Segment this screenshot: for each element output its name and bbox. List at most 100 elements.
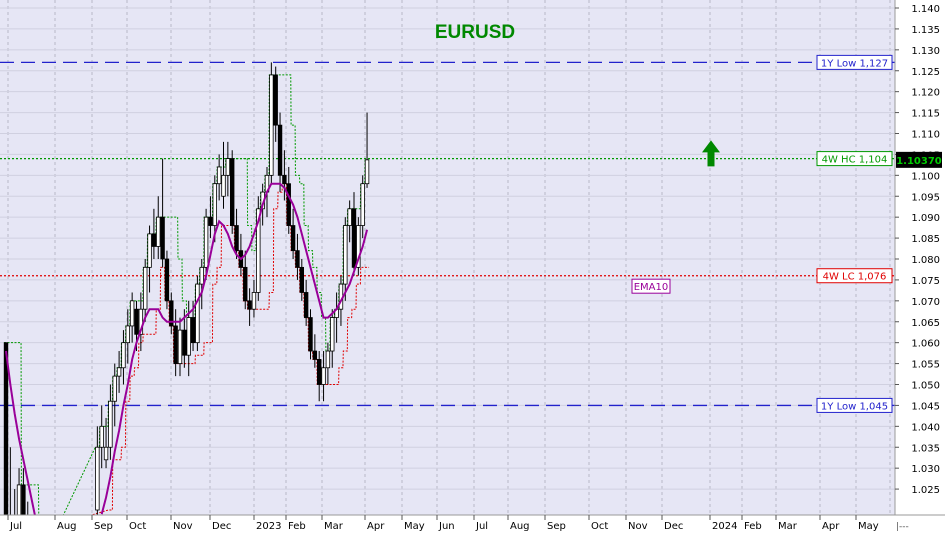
level-label: 1Y Low 1,127	[821, 58, 888, 69]
x-tick-label: Mar	[778, 521, 798, 532]
x-tick-label: 2024	[712, 521, 737, 532]
candle-body	[138, 308, 144, 335]
x-tick-label: Sep	[94, 521, 113, 532]
x-axis-panel	[0, 515, 945, 535]
footer-marker: |---	[896, 522, 909, 532]
candle-body	[234, 225, 239, 252]
candle-body	[95, 446, 100, 511]
x-axis: Jul Aug Sep Oct Nov Dec 2023 Feb Mar Apr May Jun Jul…	[7, 515, 909, 532]
candle-body	[160, 216, 165, 260]
x-tick-label: May	[858, 521, 879, 532]
x-tick-label: Apr	[367, 521, 385, 532]
candle-body	[312, 350, 318, 360]
candle-body	[321, 367, 326, 385]
y-tick-label: 1.045	[911, 401, 940, 412]
level-label-box	[816, 397, 893, 413]
x-tick-label: Apr	[822, 521, 840, 532]
ema-label: EMA10	[634, 282, 669, 293]
x-tick-label: Nov	[173, 521, 193, 532]
candle-body	[203, 216, 209, 268]
x-tick-label: Sep	[547, 521, 566, 532]
level-label-box	[816, 151, 893, 167]
candle-body	[190, 317, 196, 344]
candle-body	[195, 283, 200, 344]
upper-band-line	[4, 74, 370, 532]
y-tick-label: 1.100	[911, 171, 940, 182]
ema10-line	[100, 182, 369, 515]
candle-body	[147, 233, 152, 268]
y-tick-label: 1.040	[911, 422, 940, 433]
ema-layer	[5, 182, 369, 523]
candle-body	[343, 225, 348, 285]
candle-body	[129, 300, 135, 327]
candles-layer	[3, 62, 370, 539]
candle-body	[347, 208, 352, 226]
candle-body	[247, 300, 252, 310]
x-tick-label: Dec	[664, 521, 683, 532]
y-tick-label: 1.135	[911, 25, 940, 36]
candle-body	[356, 225, 361, 268]
x-tick-label: Jun	[438, 521, 455, 532]
y-tick-label: 1.085	[911, 234, 940, 245]
candle-body	[177, 329, 183, 364]
y-tick-label: 1.120	[911, 88, 940, 99]
candle-body	[360, 183, 365, 226]
candle-body	[208, 216, 213, 226]
last-price-label: 1.10370	[896, 156, 942, 167]
candle-body	[99, 425, 104, 448]
candle-body	[21, 484, 26, 519]
candle-body	[286, 183, 291, 226]
x-tick-label: Feb	[744, 521, 762, 532]
y-tick-label: 1.070	[911, 297, 940, 308]
candle-body	[330, 317, 335, 352]
y-tick-label: 1.125	[911, 67, 940, 78]
candle-body	[351, 208, 357, 268]
candle-body	[325, 350, 331, 369]
candle-body	[221, 174, 226, 197]
candle-body	[308, 317, 313, 352]
last-price-box	[896, 151, 942, 168]
y-tick-label: 1.050	[911, 381, 940, 392]
candle-body	[295, 250, 300, 268]
y-tick-label: 1.110	[911, 130, 940, 141]
x-tick-label: Oct	[129, 521, 146, 532]
x-tick-label: Oct	[591, 521, 608, 532]
candle-body	[216, 166, 222, 185]
candle-body	[134, 308, 139, 335]
candle-body	[169, 300, 174, 327]
candle-body	[316, 358, 322, 385]
candle-body	[243, 266, 248, 302]
y-tick-label: 1.115	[911, 109, 940, 120]
y-tick-label: 1.080	[911, 255, 940, 266]
candle-body	[156, 216, 161, 247]
y-tick-label: 1.025	[911, 485, 940, 496]
candle-body	[299, 266, 304, 293]
candle-body	[116, 367, 122, 377]
candle-body	[290, 225, 296, 252]
x-tick-label: May	[404, 521, 425, 532]
candle-body	[151, 233, 157, 247]
y-tick-label: 1.130	[911, 46, 940, 57]
x-tick-label: Aug	[510, 521, 530, 532]
candle-body	[199, 266, 204, 285]
candle-body	[282, 174, 287, 185]
candle-body	[225, 158, 231, 176]
x-tick-label: 2023	[256, 521, 281, 532]
y-tick-label: 1.140	[911, 4, 940, 15]
level-label-box	[816, 54, 893, 70]
y-tick-label: 1.095	[911, 192, 940, 203]
level-label-box	[816, 268, 893, 284]
y-tick-label: 1.060	[911, 339, 940, 350]
candle-body	[273, 74, 278, 126]
candle-body	[121, 342, 126, 369]
level-label: 1Y Low 1,045	[821, 401, 888, 412]
y-tick-label: 1.035	[911, 443, 940, 454]
candle-body	[251, 292, 257, 310]
candle-body	[103, 446, 109, 461]
y-tick-label: 1.090	[911, 213, 940, 224]
level-label: 4W LC 1,076	[823, 272, 887, 283]
candle-body	[229, 158, 235, 226]
